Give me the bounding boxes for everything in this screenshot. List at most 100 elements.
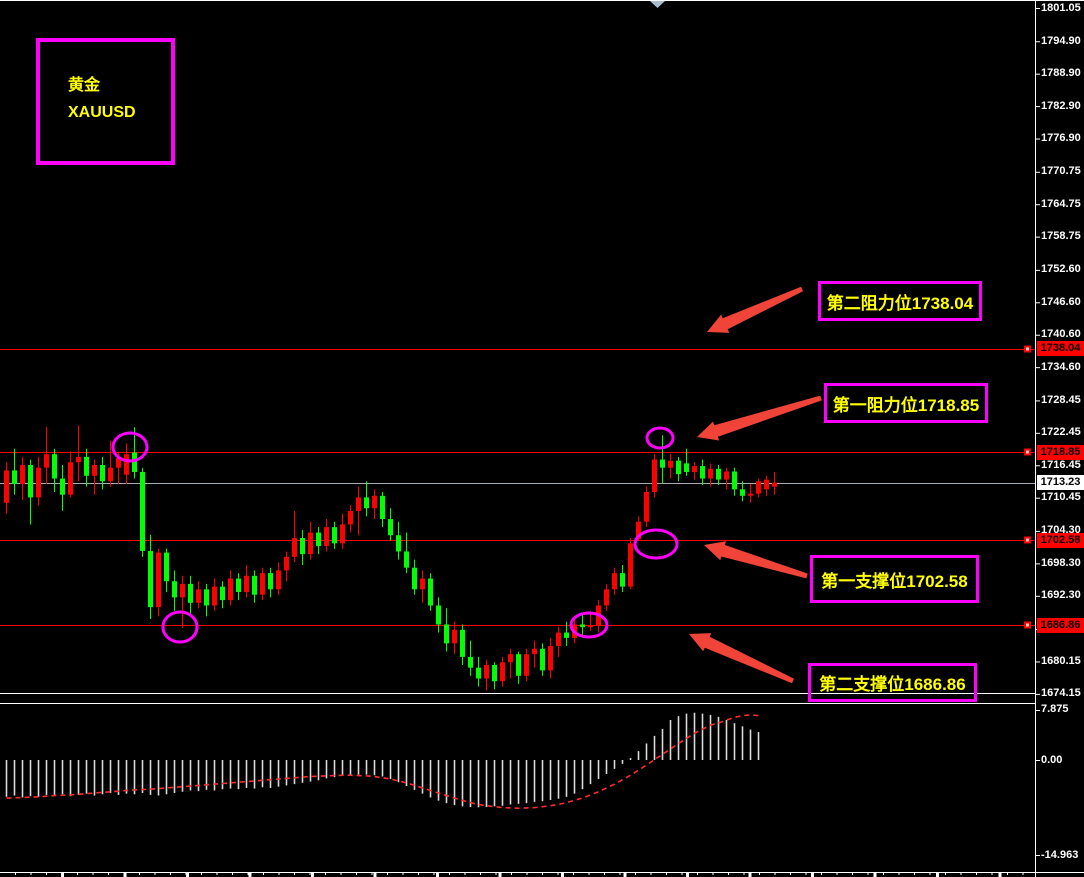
candle-body xyxy=(188,583,193,603)
timeline-period-mark[interactable] xyxy=(686,873,689,877)
candle-body xyxy=(228,578,233,601)
candle-body xyxy=(492,664,497,682)
timeline-period-mark[interactable] xyxy=(748,873,752,877)
candle-body xyxy=(548,646,553,671)
candle-body xyxy=(236,578,241,593)
candle-body xyxy=(164,552,169,582)
candle-body xyxy=(348,510,353,525)
highlight-circle[interactable] xyxy=(645,426,675,450)
candle-body xyxy=(364,497,369,509)
highlight-circle[interactable] xyxy=(633,528,679,560)
candle-body xyxy=(404,551,409,568)
candle-body xyxy=(772,482,777,487)
timeline-period-mark[interactable] xyxy=(61,873,64,877)
timeline-period-mark[interactable] xyxy=(998,873,1002,877)
arrow-to-support-1[interactable] xyxy=(704,541,808,579)
price-axis-label: 1728.45 xyxy=(1041,393,1081,406)
timeline-period-mark[interactable] xyxy=(936,873,939,877)
candle-body xyxy=(172,581,177,598)
timeline-period-mark[interactable] xyxy=(873,873,877,877)
highlight-circle[interactable] xyxy=(161,610,199,644)
timeline-period-mark[interactable] xyxy=(811,873,814,877)
candle-body xyxy=(356,497,361,511)
candle-body xyxy=(412,567,417,590)
candle-body xyxy=(340,524,345,544)
price-axis-label: 1698.30 xyxy=(1041,556,1081,569)
candle-body xyxy=(284,556,289,571)
candle-body xyxy=(444,624,449,644)
candle-body xyxy=(692,466,697,473)
candle-body xyxy=(156,552,161,608)
symbol-label-box[interactable]: 黄金 XAUUSD xyxy=(36,38,175,165)
annotation-support-2-label: 第二支撑位1686.86 xyxy=(819,675,966,694)
price-tag-level: 1702.58 xyxy=(1037,532,1084,548)
timeline-period-mark[interactable] xyxy=(186,873,189,877)
arrow-to-support-2[interactable] xyxy=(689,633,794,684)
candle-body xyxy=(252,575,257,595)
candle-body xyxy=(476,667,481,679)
candle-body xyxy=(132,452,137,473)
price-axis-label: 1782.90 xyxy=(1041,99,1081,112)
candle-body xyxy=(388,519,393,536)
timeline-period-mark[interactable] xyxy=(623,873,627,877)
timeline-period-mark[interactable] xyxy=(373,873,377,877)
highlight-circle[interactable] xyxy=(569,611,609,639)
price-tag-level: 1738.04 xyxy=(1037,341,1084,357)
candle-body xyxy=(524,654,529,676)
candle-body xyxy=(148,550,153,608)
candle-body xyxy=(100,464,105,482)
price-axis-label: 1764.75 xyxy=(1041,197,1081,210)
price-axis-label: 1722.45 xyxy=(1041,426,1081,439)
timeline-period-mark[interactable] xyxy=(498,873,502,877)
candle-body xyxy=(532,648,537,655)
candle-body xyxy=(84,456,89,476)
candle-body xyxy=(748,493,753,496)
price-axis-label: 1770.75 xyxy=(1041,165,1081,178)
timeline-period-mark[interactable] xyxy=(311,873,314,877)
candle-body xyxy=(124,454,129,475)
annotation-resistance-2[interactable]: 第二阻力位1738.04 xyxy=(818,281,982,321)
timeline-period-mark[interactable] xyxy=(248,873,252,877)
candle-body xyxy=(756,481,761,494)
level-line-handle-dot xyxy=(1026,538,1029,542)
price-axis-label: 1746.60 xyxy=(1041,295,1081,308)
annotation-support-1[interactable]: 第一支撑位1702.58 xyxy=(810,555,979,603)
candle-body xyxy=(516,654,521,676)
candle-body xyxy=(324,527,329,547)
price-axis-label: 1788.90 xyxy=(1041,67,1081,80)
candle-body xyxy=(244,575,249,593)
candle-body xyxy=(92,464,97,476)
candle-body xyxy=(420,578,425,590)
candle-body xyxy=(116,457,121,468)
candle-body xyxy=(604,589,609,606)
highlight-circle[interactable] xyxy=(111,431,149,463)
candle-body xyxy=(612,573,617,590)
candle-body xyxy=(436,605,441,625)
candle-body xyxy=(76,456,81,463)
annotation-resistance-1[interactable]: 第一阻力位1718.85 xyxy=(824,383,988,423)
candle-body xyxy=(20,464,25,484)
arrow-to-resistance-1[interactable] xyxy=(697,395,822,441)
candle-body xyxy=(628,543,633,587)
price-axis-label: 1776.90 xyxy=(1041,132,1081,145)
annotation-support-2[interactable]: 第二支撑位1686.86 xyxy=(808,663,977,702)
candle-body xyxy=(204,589,209,606)
candle-body xyxy=(644,492,649,522)
candle-body xyxy=(316,532,321,547)
candle-body xyxy=(268,573,273,590)
candle-body xyxy=(676,460,681,475)
timeline-period-mark[interactable] xyxy=(561,873,564,877)
timeline-period-mark[interactable] xyxy=(436,873,439,877)
timeline-period-mark[interactable] xyxy=(123,873,127,877)
candle-body xyxy=(732,471,737,490)
candle-body xyxy=(452,629,457,644)
price-axis-label: 1734.60 xyxy=(1041,360,1081,373)
price-axis-label: 1674.15 xyxy=(1041,687,1081,700)
candle-body xyxy=(44,454,49,468)
level-line-handle-dot xyxy=(1026,450,1029,454)
current-price-tag: 1713.23 xyxy=(1037,475,1084,491)
arrow-to-resistance-2[interactable] xyxy=(707,286,803,333)
scroll-marker-triangle[interactable] xyxy=(650,1,665,8)
